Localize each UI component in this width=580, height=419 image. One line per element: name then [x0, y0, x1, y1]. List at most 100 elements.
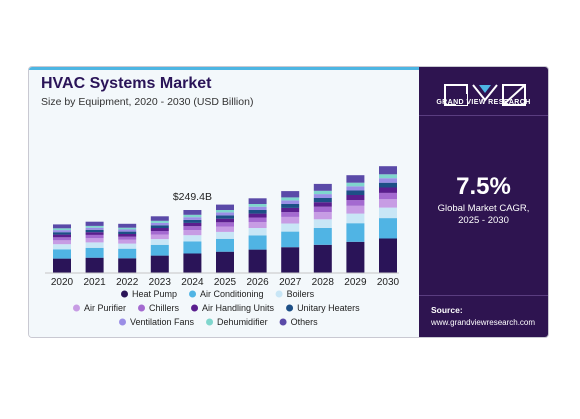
- bar-segment-air-purifier-2029: [346, 205, 365, 214]
- chart-panel: HVAC Systems Market Size by Equipment, 2…: [29, 67, 419, 337]
- x-tick-label: 2028: [312, 277, 335, 288]
- legend-marker-dehumidifier: [206, 318, 214, 326]
- bar-segment-chillers-2026: [248, 217, 267, 222]
- legend-marker-others: [279, 318, 287, 326]
- bar-segment-chillers-2028: [313, 206, 332, 213]
- bar-segment-dehumidifier-2027: [281, 197, 300, 201]
- legend-marker-unitary-heaters: [286, 304, 294, 312]
- bar-segment-air-conditioning-2022: [118, 248, 137, 259]
- bar-segment-chillers-2027: [281, 212, 300, 217]
- grand-view-research-logo: [444, 84, 526, 106]
- bar-segment-ventilation-fans-2021: [85, 227, 104, 230]
- bar-segment-others-2029: [346, 175, 365, 183]
- bar-segment-dehumidifier-2023: [150, 220, 169, 223]
- bar-segment-boilers-2021: [85, 242, 104, 248]
- bar-segment-air-handling-units-2028: [313, 202, 332, 207]
- bar-segment-heat-pump-2020: [53, 258, 71, 273]
- bar-segment-air-handling-units-2024: [183, 222, 202, 227]
- bar-segment-air-conditioning-2024: [183, 241, 202, 254]
- legend-label-chillers: Chillers: [149, 303, 180, 313]
- bar-segment-ventilation-fans-2025: [216, 212, 234, 216]
- bar-segment-dehumidifier-2025: [216, 210, 234, 213]
- bar-segment-air-conditioning-2023: [150, 244, 169, 256]
- bar-segment-dehumidifier-2029: [346, 182, 365, 187]
- bar-segment-others-2021: [85, 221, 104, 226]
- bar-segment-air-purifier-2020: [53, 240, 71, 245]
- bar-segment-air-conditioning-2026: [248, 235, 267, 250]
- bar-segment-dehumidifier-2026: [248, 204, 267, 207]
- source-url[interactable]: www.grandviewresearch.com: [431, 318, 536, 327]
- legend-label-dehumidifier: Dehumidifier: [217, 317, 268, 327]
- bar-segment-air-handling-units-2022: [118, 234, 137, 237]
- chart-legend: Heat Pump Air Conditioning Boilers Air Puri…: [73, 289, 360, 327]
- legend-label-others: Others: [291, 317, 319, 327]
- bar-segment-dehumidifier-2028: [313, 190, 332, 195]
- bar-segment-unitary-heaters-2026: [248, 210, 267, 214]
- bar-segment-ventilation-fans-2030: [379, 178, 397, 183]
- bar-segment-heat-pump-2021: [85, 257, 104, 273]
- bar-segment-heat-pump-2022: [118, 258, 137, 273]
- bar-segment-unitary-heaters-2028: [313, 198, 332, 203]
- bar-segment-others-2026: [248, 198, 267, 204]
- bar-segment-others-2030: [379, 166, 397, 175]
- bar-segment-boilers-2026: [248, 228, 267, 236]
- bar-segment-dehumidifier-2024: [183, 214, 202, 218]
- bar-segment-ventilation-fans-2024: [183, 217, 202, 220]
- legend-label-unitary-heaters: Unitary Heaters: [297, 303, 360, 313]
- legend-marker-air-conditioning: [189, 290, 197, 298]
- bar-segment-air-purifier-2025: [216, 226, 234, 232]
- legend-label-air-handling-units: Air Handling Units: [202, 303, 275, 313]
- bar-segment-air-conditioning-2029: [346, 223, 365, 242]
- x-tick-label: 2024: [181, 277, 204, 288]
- legend-label-air-purifier: Air Purifier: [84, 303, 126, 313]
- bar-segment-chillers-2029: [346, 200, 365, 206]
- divider: [419, 115, 548, 116]
- legend-marker-ventilation-fans: [119, 318, 126, 326]
- x-tick-label: 2025: [214, 277, 237, 288]
- bar-segment-air-handling-units-2023: [150, 228, 169, 231]
- bar-segment-boilers-2028: [313, 219, 332, 228]
- bar-segment-air-conditioning-2030: [379, 218, 397, 239]
- bar-segment-air-conditioning-2020: [53, 249, 71, 259]
- bar-segment-air-purifier-2028: [313, 212, 332, 220]
- summary-panel: GRAND VIEW RESEARCH 7.5% Global Market C…: [419, 67, 548, 337]
- bar-segment-chillers-2020: [53, 237, 71, 241]
- bar-segment-ventilation-fans-2022: [118, 229, 137, 232]
- x-tick-label: 2030: [377, 277, 400, 288]
- chart-title: HVAC Systems Market: [41, 75, 212, 92]
- bar-segment-boilers-2025: [216, 231, 234, 239]
- bar-segment-ventilation-fans-2026: [248, 206, 267, 210]
- bar-segment-boilers-2020: [53, 244, 71, 250]
- bar-segment-air-conditioning-2021: [85, 247, 104, 258]
- legend-marker-heat-pump: [121, 290, 128, 298]
- divider: [419, 295, 548, 296]
- bar-segment-unitary-heaters-2029: [346, 190, 365, 195]
- bar-segment-ventilation-fans-2020: [53, 230, 71, 233]
- bar-segment-air-purifier-2021: [85, 238, 104, 243]
- bar-segment-air-purifier-2023: [150, 234, 169, 240]
- bar-segment-unitary-heaters-2030: [379, 182, 397, 188]
- bar-segment-unitary-heaters-2023: [150, 225, 169, 228]
- bar-segment-unitary-heaters-2025: [216, 215, 234, 219]
- bar-segment-heat-pump-2029: [346, 241, 365, 273]
- bar-segment-boilers-2029: [346, 213, 365, 224]
- bar-segment-air-purifier-2026: [248, 222, 267, 228]
- bar-segment-dehumidifier-2022: [118, 227, 137, 230]
- bar-segment-others-2025: [216, 204, 234, 210]
- bar-segment-boilers-2030: [379, 207, 397, 219]
- bar-segment-others-2028: [313, 183, 332, 191]
- legend-marker-air-handling-units: [191, 304, 199, 312]
- bar-segment-chillers-2025: [216, 222, 234, 227]
- bar-segment-others-2023: [150, 216, 169, 221]
- bar-segment-air-purifier-2024: [183, 230, 202, 236]
- bar-segment-ventilation-fans-2023: [150, 222, 169, 226]
- bar-segment-unitary-heaters-2020: [53, 232, 71, 235]
- x-tick-label: 2020: [51, 277, 74, 288]
- bar-segment-air-handling-units-2025: [216, 218, 234, 223]
- bar-segment-unitary-heaters-2027: [281, 204, 300, 208]
- bar-segment-air-handling-units-2021: [85, 232, 104, 235]
- bar-segment-boilers-2027: [281, 223, 300, 232]
- bar-segment-heat-pump-2028: [313, 244, 332, 273]
- chart-subtitle: Size by Equipment, 2020 - 2030 (USD Bill…: [41, 96, 254, 108]
- legend-label-boilers: Boilers: [287, 289, 315, 299]
